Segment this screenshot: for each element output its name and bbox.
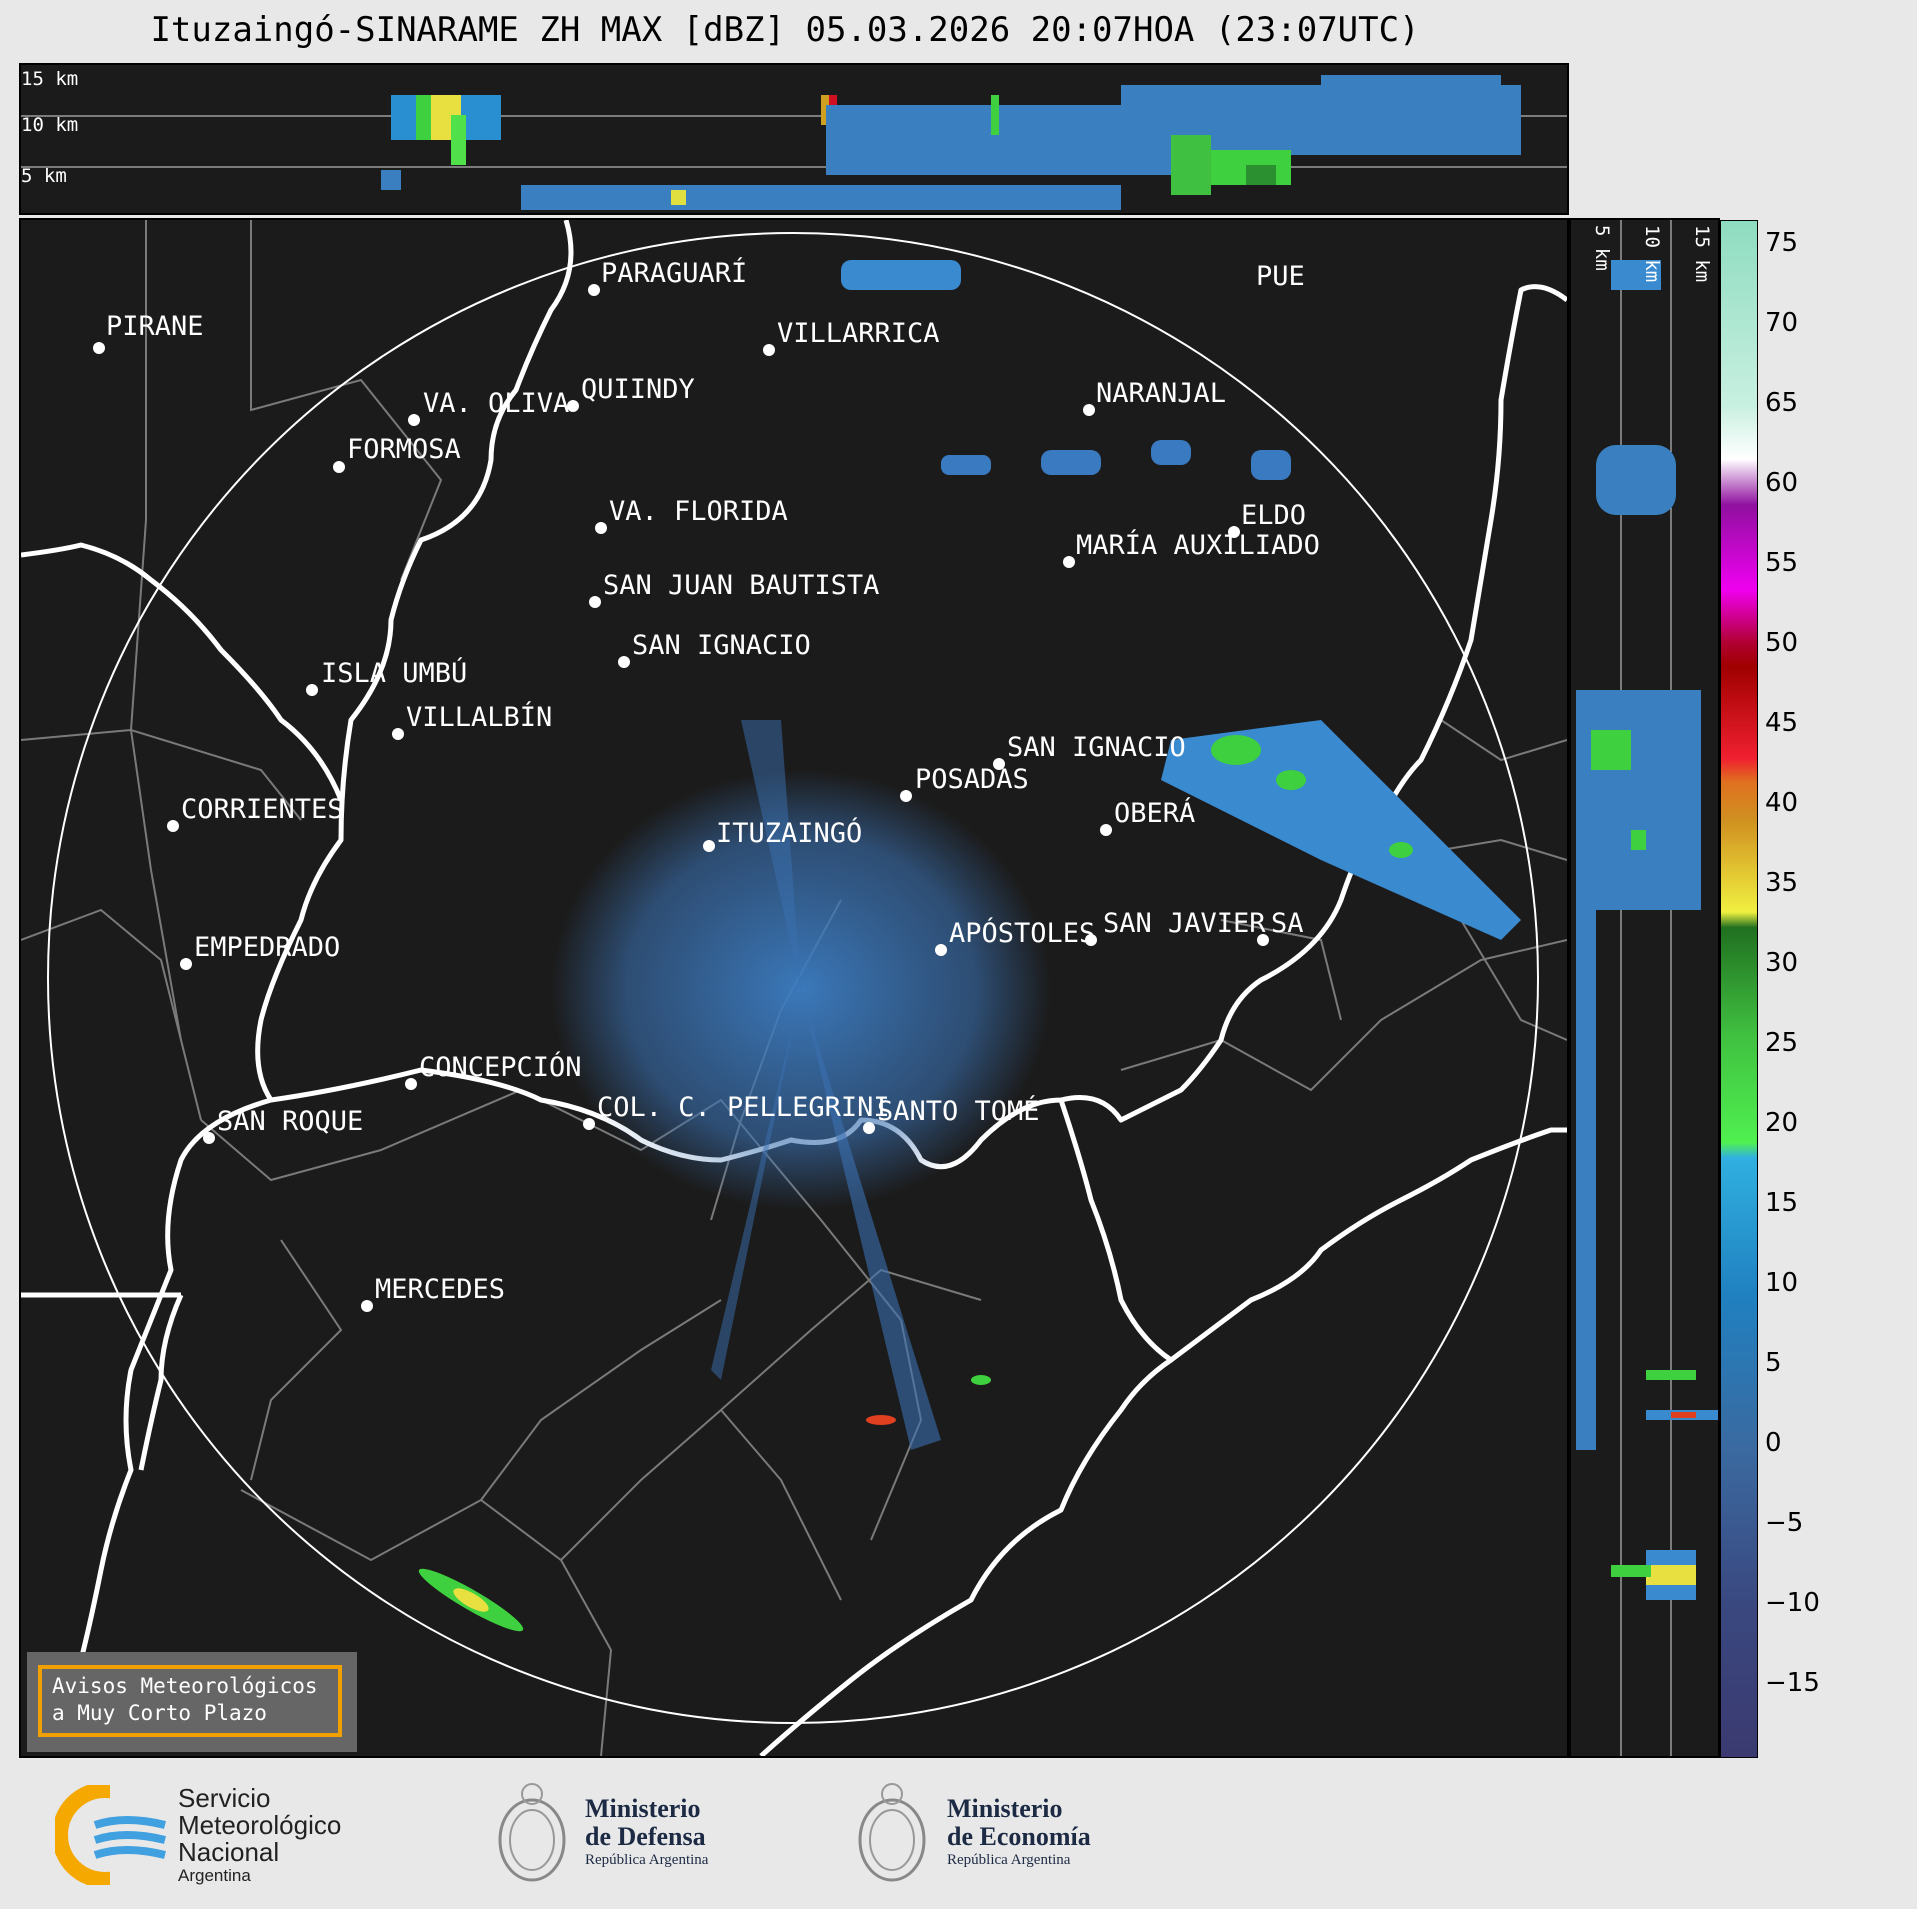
colorbar-tick: 0 — [1765, 1428, 1782, 1458]
smn-line-1: Servicio — [178, 1783, 271, 1813]
city-label: VILLALBÍN — [406, 701, 552, 733]
economia-logo-text: Ministerio de Economía República Argenti… — [947, 1795, 1091, 1869]
smn-line-3: Nacional — [178, 1837, 280, 1867]
colorbar-tick: −10 — [1765, 1588, 1820, 1618]
city-label: SANTO TOMÉ — [877, 1095, 1040, 1127]
colorbar-tick: 35 — [1765, 868, 1799, 898]
defensa-logo-text: Ministerio de Defensa República Argentin… — [585, 1795, 708, 1869]
smn-line-2: Meteorológico — [178, 1810, 342, 1840]
defensa-seal-icon — [498, 1783, 566, 1882]
city-label: APÓSTOLES — [949, 917, 1095, 949]
city-label: CONCEPCIÓN — [419, 1051, 582, 1083]
footer-logos: Servicio Meteorológico Nacional Argentin… — [0, 1760, 1917, 1909]
city-label: VA. FLORIDA — [609, 496, 788, 527]
right-altitude-label-10: 10 km — [1641, 225, 1663, 282]
dbz-colorbar — [1720, 220, 1758, 1758]
defensa-line-2: de Defensa — [585, 1822, 706, 1851]
city-markers — [93, 284, 1269, 1312]
top-cross-section-panel: 15 km 10 km 5 km — [19, 63, 1569, 215]
colorbar-tick: 40 — [1765, 788, 1799, 818]
city-label: POSADAS — [915, 764, 1029, 795]
city-label: MERCEDES — [375, 1274, 505, 1305]
colorbar-tick: 60 — [1765, 468, 1799, 498]
colorbar-tick: 15 — [1765, 1188, 1799, 1218]
right-cross-section-echoes: 5 km 10 km 15 km — [1576, 220, 1726, 1756]
colorbar-tick: 20 — [1765, 1108, 1799, 1138]
colorbar-tick: 70 — [1765, 308, 1799, 338]
city-label: OBERÁ — [1114, 797, 1195, 829]
colorbar-tick: 55 — [1765, 548, 1799, 578]
right-altitude-label-5: 5 km — [1591, 225, 1613, 271]
radar-range-ring — [47, 232, 1539, 1724]
economia-line-1: Ministerio — [947, 1794, 1063, 1823]
warning-box[interactable]: Avisos Meteorológicos a Muy Corto Plazo — [38, 1665, 342, 1737]
city-label: ITUZAINGÓ — [716, 817, 862, 849]
colorbar-tick: −15 — [1765, 1668, 1820, 1698]
top-cross-section-echoes: 15 km 10 km 5 km — [21, 68, 1567, 210]
colorbar-tick: 5 — [1765, 1348, 1782, 1378]
colorbar-tick: 30 — [1765, 948, 1799, 978]
city-label: SAN ROQUE — [217, 1106, 363, 1137]
top-altitude-label-10: 10 km — [21, 114, 78, 136]
smn-logo-text: Servicio Meteorológico Nacional Argentin… — [178, 1785, 341, 1886]
warning-line-1: Avisos Meteorológicos — [52, 1674, 318, 1698]
right-cross-section-panel: 5 km 10 km 15 km — [1569, 218, 1726, 1758]
city-label: FORMOSA — [347, 434, 461, 465]
economia-seal-icon — [858, 1783, 926, 1882]
top-altitude-label-15: 15 km — [21, 68, 78, 90]
city-label: ISLA UMBÚ — [321, 657, 467, 689]
city-label: SA — [1271, 908, 1304, 939]
city-label: PIRANE — [106, 311, 204, 342]
colorbar-tick: 45 — [1765, 708, 1799, 738]
city-label: CORRIENTES — [181, 794, 344, 825]
map-title: Ituzaingó-SINARAME ZH MAX [dBZ] 05.03.20… — [150, 10, 1420, 50]
city-label: PARAGUARÍ — [601, 257, 747, 289]
radar-map[interactable]: PIRANE PARAGUARÍ VILLARRICA QUIINDY VA. … — [19, 218, 1569, 1758]
city-label: QUIINDY — [581, 374, 695, 405]
smn-line-4: Argentina — [178, 1866, 251, 1885]
colorbar-tick: 25 — [1765, 1028, 1799, 1058]
colorbar-tick: 75 — [1765, 228, 1799, 258]
city-label: SAN JUAN BAUTISTA — [603, 570, 879, 601]
city-label: ELDO — [1241, 500, 1306, 531]
city-label: NARANJAL — [1096, 378, 1226, 409]
economia-line-2: de Economía — [947, 1822, 1091, 1851]
city-label: COL. C. PELLEGRINI — [597, 1092, 890, 1123]
radar-echoes — [418, 260, 1521, 1632]
defensa-line-3: República Argentina — [585, 1852, 709, 1868]
radar-map-canvas: PIRANE PARAGUARÍ VILLARRICA QUIINDY VA. … — [21, 220, 1567, 1756]
top-altitude-label-5: 5 km — [21, 165, 67, 187]
city-label: PUE — [1256, 261, 1305, 292]
smn-logo-icon — [55, 1785, 175, 1885]
city-label: MARÍA AUXILIADO — [1076, 529, 1320, 561]
warning-line-2: a Muy Corto Plazo — [52, 1701, 267, 1725]
city-label: SAN JAVIER — [1103, 908, 1266, 939]
economia-line-3: República Argentina — [947, 1852, 1071, 1868]
city-label: SAN IGNACIO — [632, 630, 811, 661]
city-labels: PIRANE PARAGUARÍ VILLARRICA QUIINDY VA. … — [106, 257, 1320, 1305]
right-altitude-label-15: 15 km — [1691, 225, 1713, 282]
colorbar-tick: −5 — [1765, 1508, 1804, 1538]
colorbar-tick: 10 — [1765, 1268, 1799, 1298]
city-label: SAN IGNACIO — [1007, 732, 1186, 763]
city-label: VILLARRICA — [777, 318, 940, 349]
city-label: VA. OLIVA — [423, 388, 569, 419]
city-label: EMPEDRADO — [194, 932, 340, 963]
colorbar-tick: 50 — [1765, 628, 1799, 658]
colorbar-tick: 65 — [1765, 388, 1799, 418]
defensa-line-1: Ministerio — [585, 1794, 701, 1823]
